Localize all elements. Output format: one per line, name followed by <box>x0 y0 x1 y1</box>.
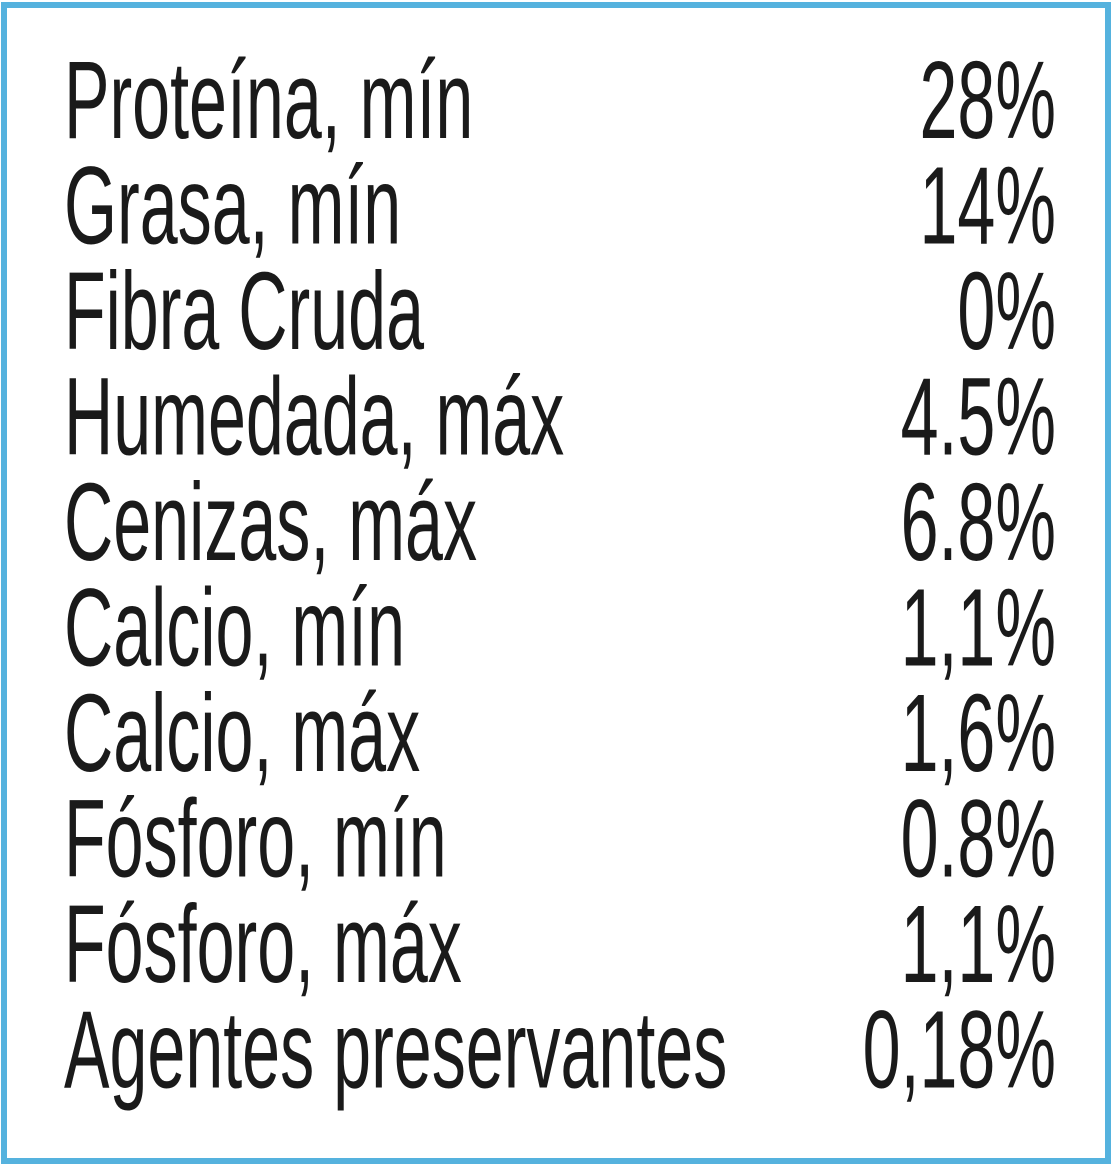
nutrient-label: Fibra Cruda <box>64 250 424 373</box>
nutrient-label: Humedada, máx <box>64 356 564 479</box>
nutrient-value: 1,6% <box>901 672 1056 795</box>
nutrient-label: Agentes preservantes <box>64 989 727 1112</box>
table-row: Humedada, máx 4.5% <box>64 356 1056 479</box>
nutrient-value: 28% <box>920 39 1056 162</box>
nutrient-label: Calcio, máx <box>64 672 420 795</box>
nutrient-label: Fósforo, máx <box>64 883 462 1006</box>
nutrient-label: Fósforo, mín <box>64 778 447 901</box>
table-row: Grasa, mín 14% <box>64 145 1056 268</box>
nutrient-value: 0% <box>957 250 1056 373</box>
table-row: Fósforo, máx 1,1% <box>64 883 1056 1006</box>
nutrient-value: 0,18% <box>863 989 1056 1112</box>
table-row: Fibra Cruda 0% <box>64 250 1056 373</box>
table-row: Agentes preservantes 0,18% <box>64 989 1056 1112</box>
nutrient-value: 1,1% <box>901 883 1056 1006</box>
nutrient-value: 0.8% <box>901 778 1056 901</box>
table-row: Calcio, mín 1,1% <box>64 567 1056 690</box>
table-row: Cenizas, máx 6.8% <box>64 461 1056 584</box>
nutrient-value: 6.8% <box>901 461 1056 584</box>
nutrient-label: Grasa, mín <box>64 145 401 268</box>
nutrient-value: 4.5% <box>901 356 1056 479</box>
nutrient-label: Cenizas, máx <box>64 461 477 584</box>
table: Proteína, mín 28%Grasa, mín 14%Fibra Cruda… <box>64 39 1056 1111</box>
nutrient-value: 1,1% <box>901 567 1056 690</box>
nutrient-label: Calcio, mín <box>64 567 405 690</box>
table-row: Calcio, máx 1,6% <box>64 672 1056 795</box>
nutrient-label: Proteína, mín <box>64 39 473 162</box>
table-row: Proteína, mín 28% <box>64 39 1056 162</box>
nutrient-value: 14% <box>920 145 1056 268</box>
table-row: Fósforo, mín 0.8% <box>64 778 1056 901</box>
